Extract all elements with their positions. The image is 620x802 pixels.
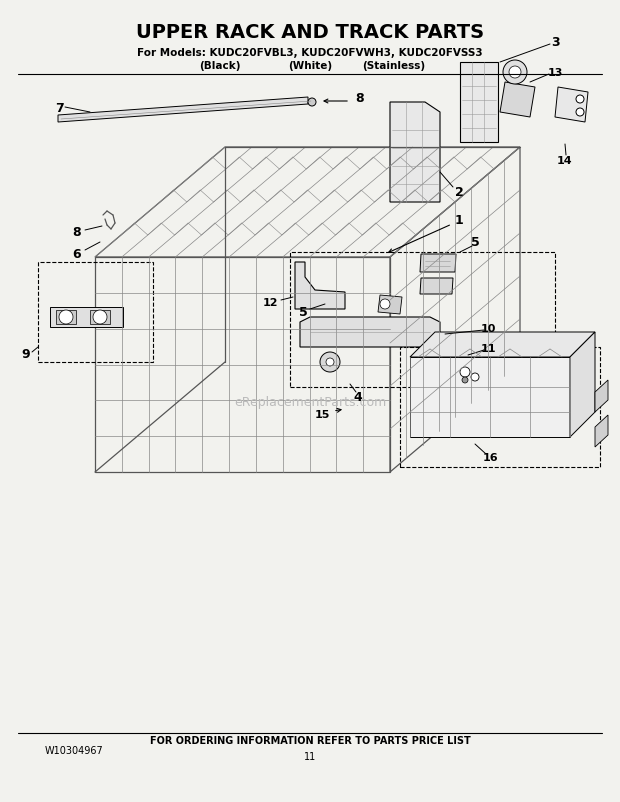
Text: 9: 9 [21,348,30,361]
Text: (Black): (Black) [200,61,241,71]
Polygon shape [50,308,123,327]
Text: UPPER RACK AND TRACK PARTS: UPPER RACK AND TRACK PARTS [136,23,484,43]
Polygon shape [595,415,608,448]
Text: FOR ORDERING INFORMATION REFER TO PARTS PRICE LIST: FOR ORDERING INFORMATION REFER TO PARTS … [149,735,471,745]
Circle shape [380,300,390,310]
Text: 2: 2 [455,186,464,199]
Circle shape [320,353,340,373]
Text: 15: 15 [314,410,330,419]
Text: 4: 4 [353,391,362,404]
Polygon shape [500,83,535,118]
Circle shape [576,109,584,117]
Polygon shape [420,255,456,273]
Circle shape [509,67,521,79]
Text: 6: 6 [73,248,81,261]
Polygon shape [570,333,595,437]
Text: 7: 7 [55,101,64,115]
Text: 12: 12 [262,298,278,308]
Bar [400,347,600,468]
Polygon shape [410,358,570,437]
Polygon shape [390,103,440,203]
Circle shape [59,310,73,325]
Polygon shape [295,263,345,310]
Polygon shape [595,380,608,412]
Circle shape [462,378,468,383]
Polygon shape [410,333,595,358]
Bar [290,253,555,387]
Polygon shape [56,310,76,325]
Polygon shape [90,310,110,325]
Text: 1: 1 [455,214,464,227]
Circle shape [503,61,527,85]
Text: 11: 11 [480,343,496,354]
Text: 14: 14 [557,156,573,166]
Circle shape [326,358,334,367]
Text: 16: 16 [482,452,498,463]
Text: For Models: KUDC20FVBL3, KUDC20FVWH3, KUDC20FVSS3: For Models: KUDC20FVBL3, KUDC20FVWH3, KU… [137,48,483,58]
Polygon shape [460,63,498,143]
Text: W10304967: W10304967 [45,745,104,755]
Bar [38,263,153,363]
Circle shape [434,342,466,374]
Circle shape [93,310,107,325]
Text: (White): (White) [288,61,332,71]
Text: 3: 3 [551,36,559,50]
Text: 8: 8 [355,92,363,105]
Circle shape [576,96,584,104]
Text: 5: 5 [299,306,308,319]
Polygon shape [555,88,588,123]
Text: 11: 11 [304,751,316,761]
Polygon shape [378,296,402,314]
Text: 10: 10 [480,323,495,334]
Text: eReplacementParts.com: eReplacementParts.com [234,396,386,409]
Circle shape [460,367,470,378]
Circle shape [443,350,457,365]
Text: 13: 13 [547,68,563,78]
Text: 5: 5 [471,237,479,249]
Polygon shape [420,278,453,294]
Text: (Stainless): (Stainless) [362,61,425,71]
Polygon shape [58,98,308,123]
Polygon shape [300,318,440,347]
Text: 8: 8 [73,226,81,239]
Circle shape [308,99,316,107]
Circle shape [471,374,479,382]
